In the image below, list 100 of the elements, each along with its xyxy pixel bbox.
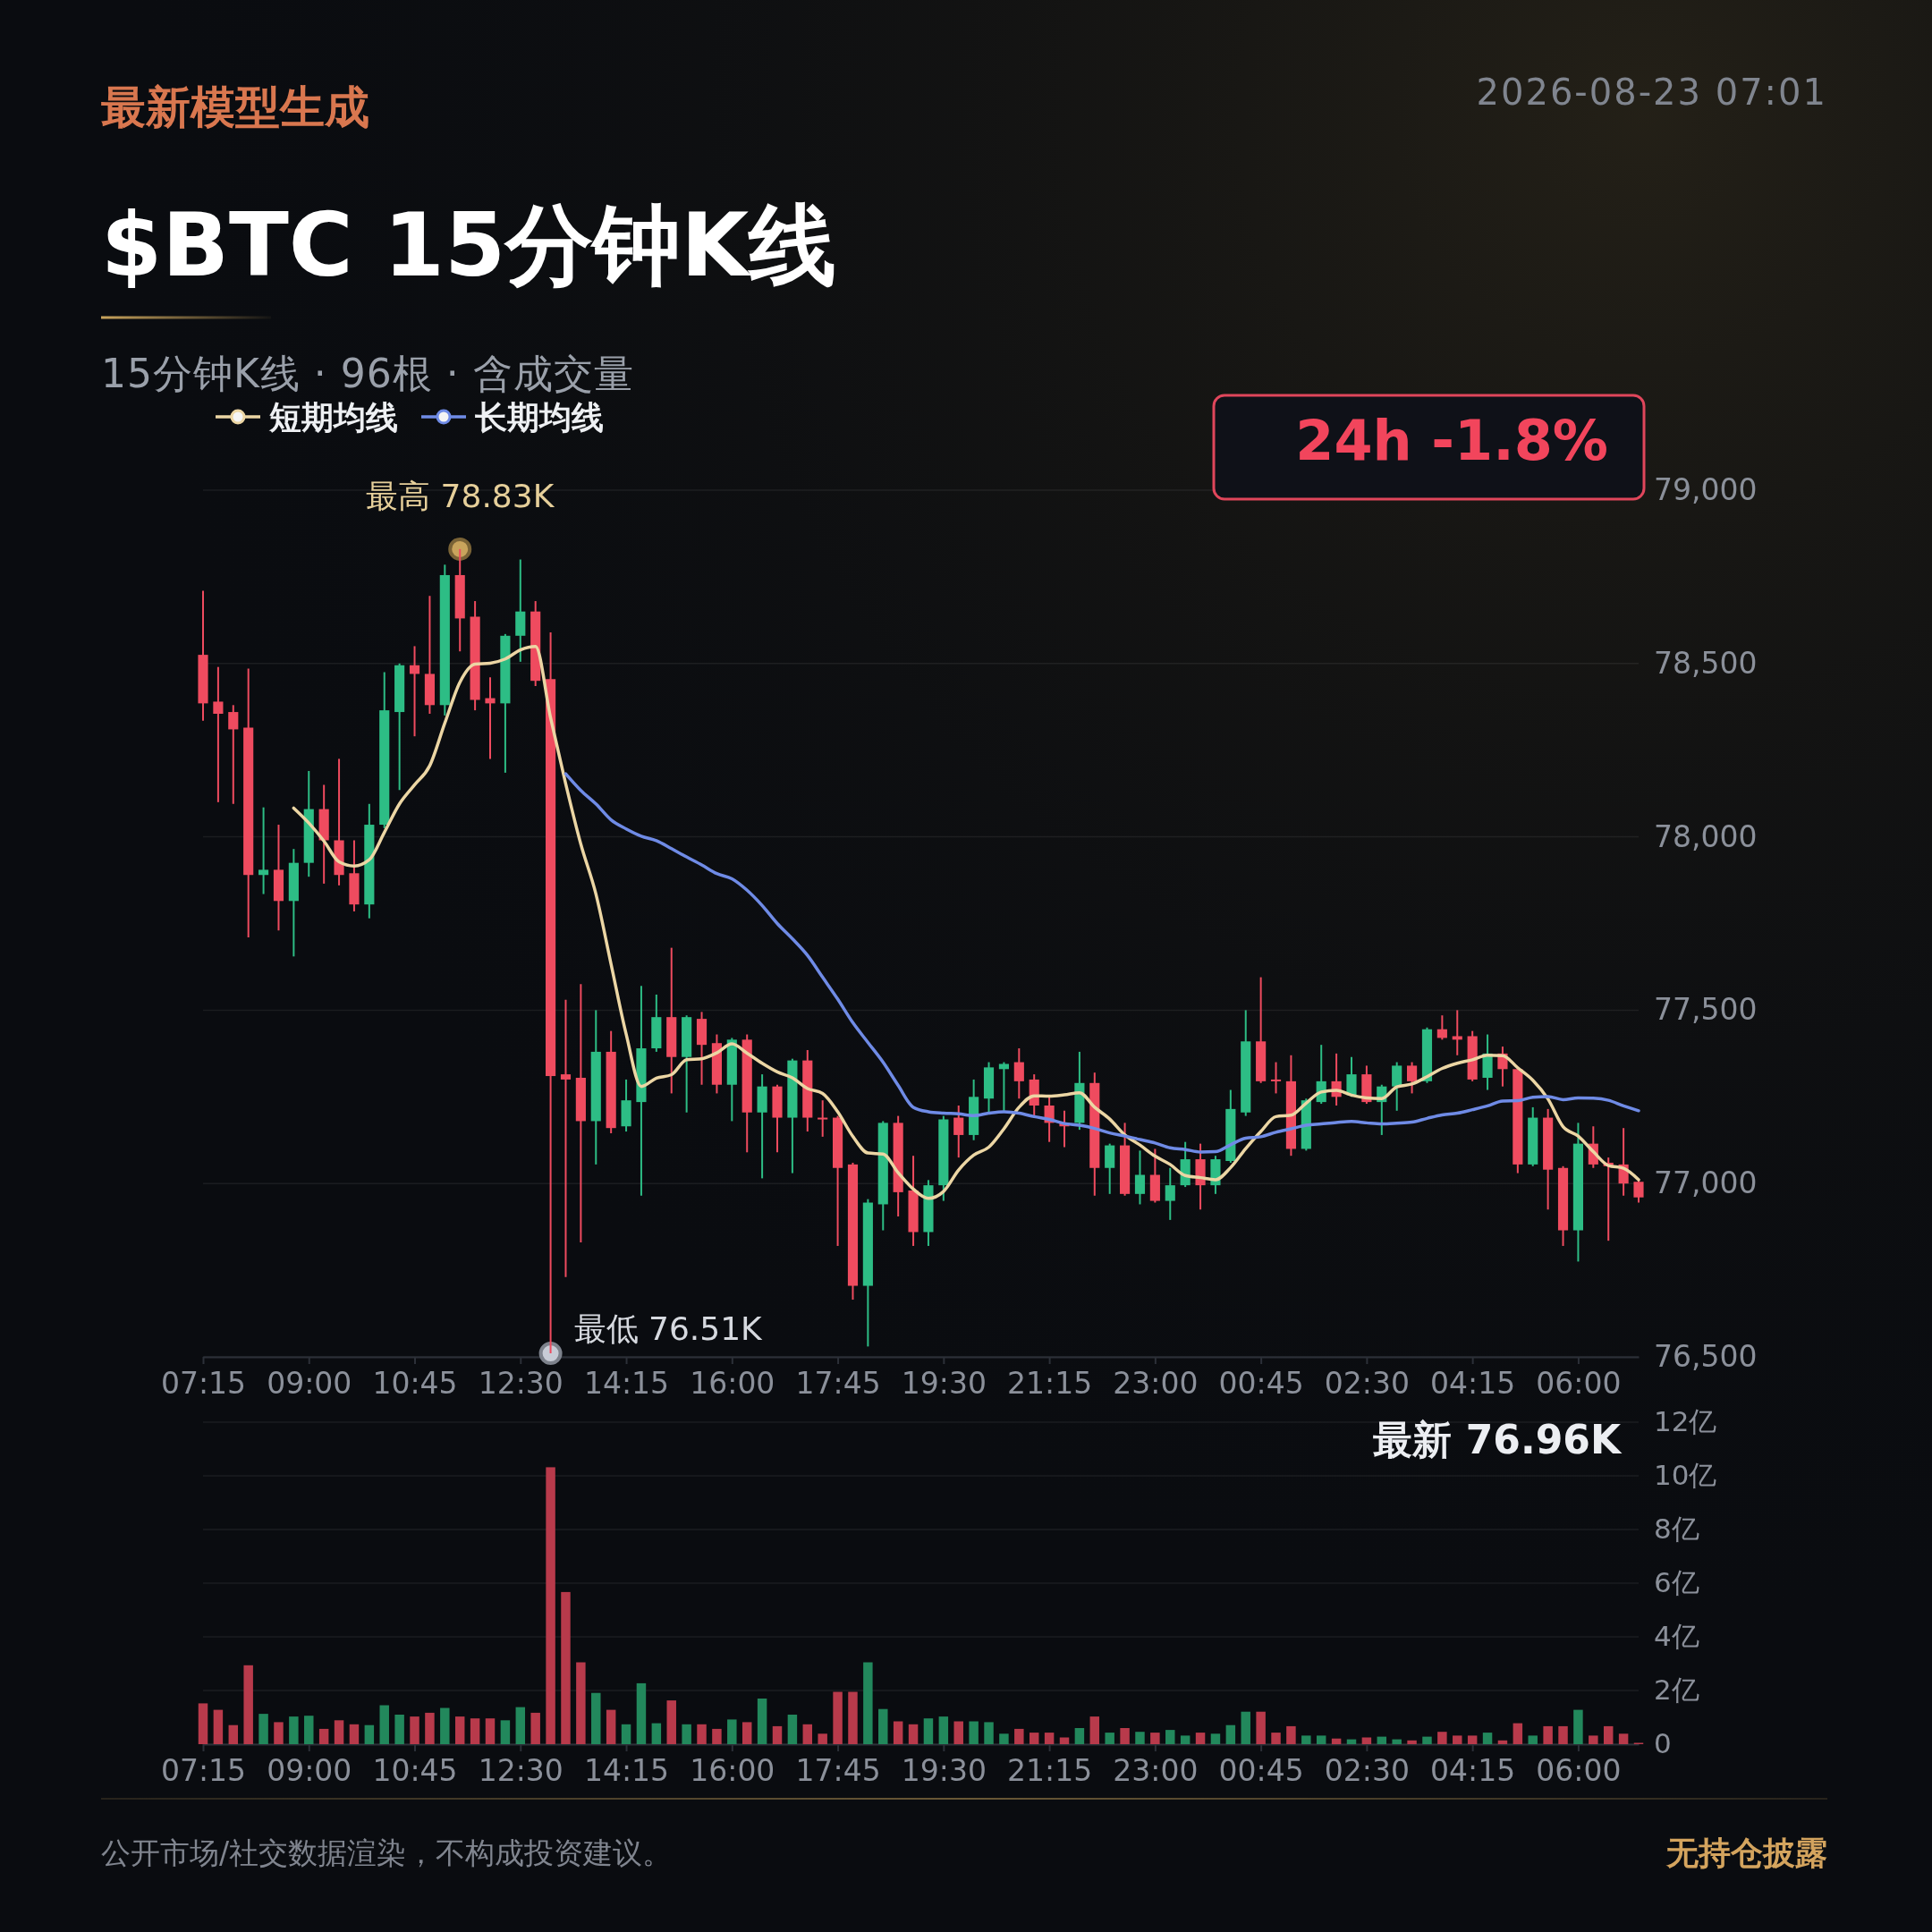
x-tick-label: 23:00 [1113,1753,1199,1789]
bar [546,1467,555,1744]
bar [923,1718,934,1744]
text: 2026-08-23 07:01 [1476,72,1827,113]
bar [878,1708,888,1744]
bar [243,1665,253,1744]
bar [1271,1733,1281,1744]
bar [1135,1732,1145,1744]
x-tick-label: 00:45 [1218,1366,1304,1402]
bar [969,1721,979,1744]
bar [1241,1711,1250,1744]
bar [349,1724,360,1744]
bar [908,1724,919,1744]
candlestick [818,1099,828,1138]
bar [1180,1735,1191,1744]
bar [1165,1730,1175,1744]
x-tick-label: 06:00 [1536,1753,1622,1789]
candlestick [1452,1009,1462,1056]
x-tick-label: 19:30 [901,1753,987,1789]
x-tick-label: 19:30 [901,1366,987,1402]
x-tick-label: 12:30 [478,1753,564,1789]
bar [1467,1735,1478,1744]
bar [636,1682,647,1744]
bar [1437,1732,1447,1744]
bar [576,1662,586,1744]
bar [833,1691,843,1744]
x-tick-label: 14:15 [584,1753,670,1789]
x-tick-label: 23:00 [1113,1366,1199,1402]
candlestick [1165,1166,1175,1221]
bar [1316,1735,1326,1744]
bar [1422,1736,1432,1744]
candlestick [1407,1061,1418,1095]
y-tick-label: 10亿 [1654,1459,1717,1492]
chart-title: $BTC 15分钟K线 [101,194,837,296]
bar [1225,1724,1236,1744]
bar [1120,1728,1130,1744]
bar [1528,1735,1538,1744]
bar [953,1721,963,1744]
bar [1256,1711,1266,1744]
bar [454,1716,465,1744]
bar [485,1718,496,1744]
text: 公开市场/社交数据渲染，不构成投资建议。 [101,1835,673,1870]
bar [1618,1733,1629,1744]
bar [500,1720,511,1744]
bar [1074,1728,1085,1744]
bar [1377,1736,1387,1744]
bar [1331,1738,1342,1744]
candlestick [1134,1149,1146,1206]
y-tick-label: 4亿 [1654,1620,1699,1653]
x-tick-label: 17:45 [795,1366,881,1402]
bar [1392,1739,1402,1744]
bar [591,1692,601,1744]
text: 无持仓披露 [1665,1834,1827,1871]
y-tick-label: 12亿 [1654,1405,1717,1438]
bar [394,1715,404,1744]
annotation: 最新 76.96K [1373,1416,1623,1462]
bar [1105,1733,1114,1744]
x-tick-label: 14:15 [584,1366,670,1402]
y-tick-label: 79,000 [1654,472,1758,508]
candlestick [258,806,269,895]
bar [1044,1733,1055,1744]
bar [228,1724,239,1744]
bar [1453,1735,1462,1744]
x-tick-label: 07:15 [160,1753,247,1789]
x-tick-label: 09:00 [267,1753,352,1789]
bar [1497,1740,1508,1744]
bar [410,1716,419,1744]
line-series [292,645,1640,1200]
bar [318,1728,329,1744]
x-tick-label: 12:30 [478,1366,564,1402]
bar [198,1703,208,1744]
bar [741,1722,752,1744]
legend-label: 短期均线 [268,398,398,436]
bar [712,1728,722,1744]
y-tick-label: 76,500 [1654,1339,1758,1375]
bar [470,1718,480,1744]
bar [772,1725,783,1744]
bar [1301,1735,1311,1744]
bar [848,1691,858,1744]
y-tick-label: 6亿 [1654,1566,1699,1599]
x-tick-label: 21:15 [1007,1753,1093,1789]
bar [1210,1733,1221,1744]
x-tick-label: 16:00 [690,1366,775,1402]
y-tick-label: 78,000 [1654,818,1758,854]
y-tick-label: 77,000 [1654,1165,1758,1201]
candlestick [213,665,224,803]
bar [818,1733,827,1744]
bar [289,1716,299,1744]
bar [999,1733,1009,1744]
x-tick-label: 17:45 [795,1753,881,1789]
bar [757,1699,767,1744]
bar [364,1724,375,1744]
bar [1286,1725,1296,1744]
bar [1014,1728,1024,1744]
x-tick-label: 00:45 [1218,1753,1304,1789]
y-tick-label: 0 [1654,1727,1672,1760]
x-tick-label: 16:00 [690,1753,775,1789]
bar [274,1722,284,1744]
candlestick [998,1061,1009,1112]
bar [530,1712,540,1744]
